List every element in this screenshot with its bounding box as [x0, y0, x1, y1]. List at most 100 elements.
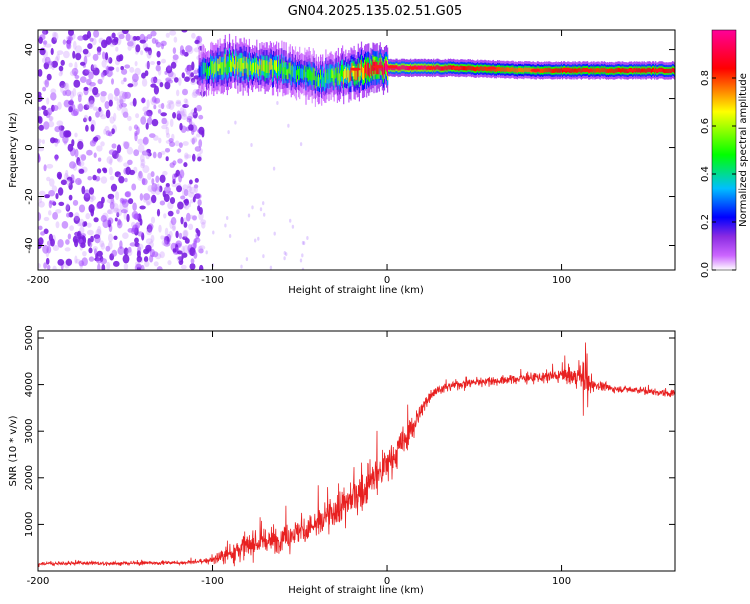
noise-point [163, 193, 170, 203]
ridge-cell [464, 65, 466, 71]
ridge-cell [373, 61, 375, 75]
ridge-cell [345, 66, 347, 79]
ridge-cell [378, 62, 380, 75]
noise-point [78, 204, 86, 213]
noise-point [189, 179, 193, 185]
noise-point [52, 105, 59, 111]
noise-point [183, 230, 188, 238]
y-tick-label: 0 [24, 144, 35, 150]
ridge-cell [323, 77, 325, 87]
noise-point [285, 252, 288, 257]
noise-point [119, 95, 126, 103]
noise-point [56, 50, 64, 55]
noise-point [176, 255, 182, 262]
noise-point [51, 36, 57, 45]
noise-point [179, 122, 183, 131]
ridge-cell [397, 66, 399, 71]
noise-point [172, 173, 177, 182]
ridge-cell [440, 66, 442, 71]
noise-point [105, 109, 111, 119]
ridge-peak [626, 68, 637, 73]
noise-point [60, 85, 64, 93]
ridge-cell [321, 75, 323, 88]
ridge-cell [513, 68, 515, 73]
noise-point [262, 254, 265, 259]
noise-point [151, 183, 158, 192]
ridge-cell [294, 65, 297, 79]
noise-point [134, 132, 138, 142]
ridge-cell [368, 63, 370, 77]
noise-point [77, 35, 84, 41]
ridge-cell [352, 65, 354, 77]
noise-point [46, 73, 52, 81]
noise-point [191, 138, 195, 145]
ridge-cell [288, 62, 290, 74]
ridge-cell [501, 67, 503, 72]
noise-point [190, 199, 194, 204]
noise-point [45, 257, 50, 265]
noise-point [109, 201, 115, 210]
noise-point [251, 205, 254, 210]
ridge-peak [530, 68, 541, 73]
noise-point [88, 71, 94, 80]
noise-point [124, 64, 131, 69]
noise-point [96, 250, 103, 257]
noise-point [43, 262, 47, 269]
noise-point [50, 47, 54, 56]
noise-point [150, 76, 157, 84]
ridge-cell [672, 68, 675, 73]
noise-point [163, 213, 167, 219]
noise-point [75, 258, 81, 264]
ridge-cell [221, 62, 223, 75]
noise-point [143, 111, 150, 116]
noise-point [140, 116, 147, 125]
ridge-peak [451, 66, 462, 70]
noise-point [106, 198, 114, 204]
ridge-cell [495, 67, 498, 72]
noise-point [38, 138, 42, 144]
noise-point [49, 200, 56, 205]
noise-point [122, 30, 129, 35]
noise-point [74, 148, 79, 158]
noise-point [179, 169, 185, 179]
noise-point [111, 32, 116, 39]
noise-point [67, 233, 72, 240]
noise-point [181, 72, 185, 79]
noise-point [88, 100, 94, 109]
ridge-cell [614, 68, 616, 74]
noise-point [88, 116, 92, 122]
ridge-cell [420, 65, 422, 70]
noise-point [73, 215, 81, 224]
noise-point [126, 146, 134, 155]
ridge-cell [347, 67, 349, 78]
ridge-cell [232, 55, 234, 67]
noise-point [165, 156, 169, 162]
ridge-cell [508, 67, 510, 72]
ridge-cell [314, 76, 316, 89]
noise-point [195, 193, 202, 200]
noise-point [134, 237, 139, 244]
ridge-cell [341, 65, 343, 77]
noise-point [110, 202, 116, 208]
ridge-cell [507, 67, 509, 72]
noise-point [38, 69, 43, 77]
ridge-cell [581, 68, 583, 73]
noise-point [64, 247, 71, 252]
noise-point [101, 264, 106, 270]
ridge-cell [595, 68, 597, 73]
noise-point [146, 34, 153, 40]
noise-point [172, 160, 177, 166]
noise-point [154, 97, 161, 104]
noise-point [157, 151, 163, 159]
noise-point [140, 97, 146, 104]
noise-point [151, 118, 159, 127]
noise-point [57, 259, 65, 266]
noise-point [87, 43, 93, 50]
ridge-cell [572, 67, 574, 72]
noise-point [66, 179, 72, 187]
ridge-cell [652, 67, 654, 73]
noise-point [50, 92, 57, 101]
ridge-cell [201, 64, 203, 78]
ridge-cell [209, 66, 211, 76]
ridge-cell [476, 66, 478, 72]
